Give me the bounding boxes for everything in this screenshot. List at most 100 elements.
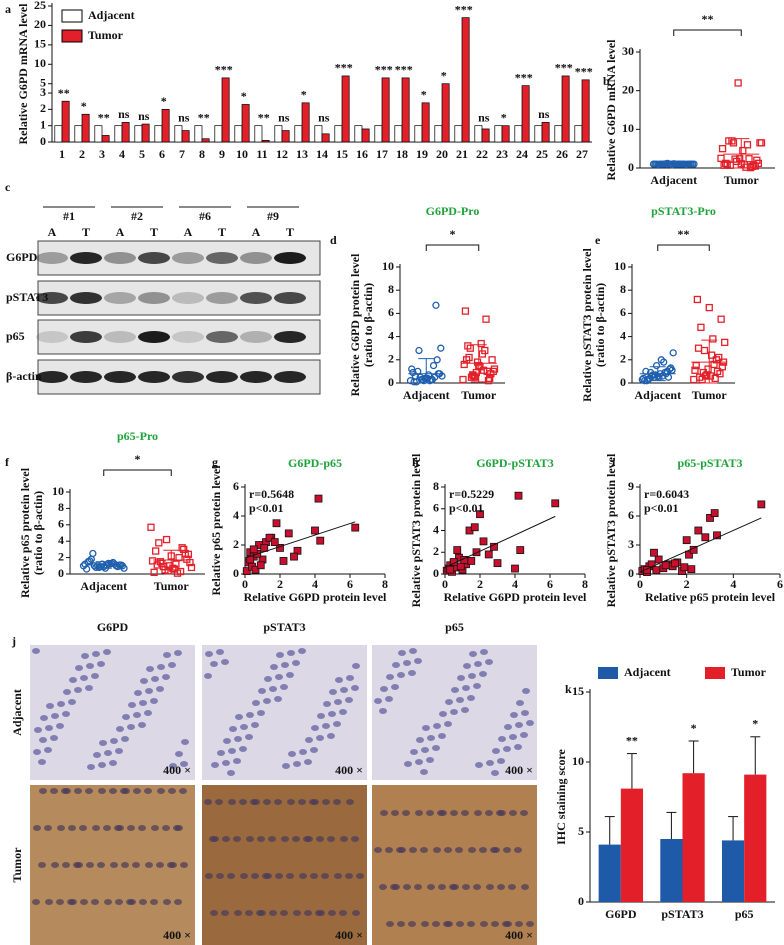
ihc-nucleus [403, 660, 411, 666]
data-point [745, 155, 753, 163]
data-point [660, 358, 668, 366]
chart-title: pSTAT3-Pro [651, 204, 716, 218]
data-point [284, 529, 293, 538]
bar [454, 125, 463, 143]
ihc-nucleus [287, 650, 295, 656]
ihc-nucleus [286, 873, 294, 879]
blot-band [240, 292, 272, 304]
ihc-nucleus [340, 836, 348, 842]
significance: ** [198, 110, 210, 124]
data-point [654, 555, 663, 564]
x-tick-label: 2 [79, 147, 85, 161]
bar [394, 125, 403, 143]
bar [361, 128, 370, 143]
data-point [756, 139, 764, 147]
ihc-nucleus [128, 899, 136, 905]
data-point [648, 372, 656, 380]
legend-swatch [61, 9, 83, 23]
ihc-nucleus [281, 836, 289, 842]
lane-label: A [116, 225, 125, 239]
data-point [90, 562, 99, 570]
data-point [754, 159, 763, 168]
ihc-nucleus [39, 788, 47, 794]
y-tick-label: 8 [388, 282, 394, 296]
ihc-nucleus [455, 847, 463, 853]
ihc-column-label: pSTAT3 [263, 620, 305, 634]
ihc-nucleus [323, 701, 331, 707]
x-tick-label: 1 [59, 147, 65, 161]
x-tick-label: Adjacent [634, 388, 681, 402]
significance: ** [98, 110, 110, 124]
significance: * [81, 99, 87, 113]
bar [441, 83, 450, 143]
ihc-nucleus [461, 810, 469, 816]
ihc-nucleus [163, 652, 171, 658]
x-tick-label: 8 [382, 577, 388, 591]
data-point [437, 344, 445, 352]
ihc-nucleus [433, 723, 441, 729]
x-tick-label: 17 [376, 147, 388, 161]
data-point [415, 346, 423, 355]
ihc-nucleus [223, 738, 231, 744]
ihc-nucleus [280, 684, 288, 690]
legend-label: Tumor [731, 665, 767, 679]
ihc-nucleus [422, 725, 430, 731]
ihc-nucleus [115, 748, 123, 754]
ihc-nucleus [397, 921, 405, 927]
ihc-nucleus [345, 697, 353, 703]
data-point [260, 544, 269, 552]
y-tick-label: 15 [34, 37, 46, 51]
trendline [639, 517, 762, 573]
data-point [722, 159, 730, 168]
blot-band [274, 252, 306, 264]
y-tick-label: 1 [40, 117, 46, 131]
data-point [646, 368, 655, 377]
significance: *** [555, 61, 573, 75]
significance: * [752, 717, 758, 731]
ihc-nucleus [521, 884, 529, 890]
ihc-nucleus [402, 810, 410, 816]
ihc-nucleus [293, 761, 301, 767]
blot-band [172, 292, 204, 304]
bar [414, 125, 423, 143]
lane-label: T [82, 225, 90, 239]
ihc-nucleus [269, 910, 277, 916]
ihc-column-label: G6PD [97, 620, 129, 634]
data-point [682, 536, 691, 545]
x-tick-label: 6 [547, 577, 553, 591]
ihc-nucleus [321, 873, 329, 879]
ihc-nucleus [398, 847, 406, 853]
ihc-nucleus [310, 873, 318, 879]
ihc-nucleus [486, 884, 494, 890]
ihc-nucleus [228, 799, 236, 805]
ihc-nucleus [81, 653, 89, 659]
significance: * [501, 110, 507, 124]
ihc-nucleus [80, 675, 88, 681]
ihc-nucleus [351, 836, 359, 842]
ihc-nucleus [480, 921, 488, 927]
ihc-nucleus [216, 649, 224, 655]
x-tick-label: p65 [735, 907, 754, 921]
x-tick-label: 25 [536, 147, 548, 161]
data-point [456, 562, 465, 571]
data-point [717, 154, 725, 162]
y-axis-label: Relative pSTAT3 protein level [580, 248, 594, 402]
lane-group-label: #2 [131, 209, 143, 223]
data-point [147, 523, 155, 531]
ihc-nucleus [409, 648, 417, 654]
data-point [467, 373, 476, 381]
ihc-nucleus [426, 810, 434, 816]
ihc-nucleus [409, 847, 417, 853]
ihc-nucleus [276, 652, 284, 658]
ihc-nucleus [282, 763, 290, 769]
data-point [757, 139, 766, 147]
ihc-nucleus [175, 825, 183, 831]
ihc-row-label: Adjacent [10, 689, 24, 736]
data-point [742, 163, 750, 171]
panel-letter: j [11, 634, 16, 648]
data-point [711, 374, 719, 383]
data-point [481, 346, 489, 355]
ihc-nucleus [379, 708, 387, 714]
data-point [650, 548, 658, 557]
ihc-nucleus [385, 847, 393, 853]
